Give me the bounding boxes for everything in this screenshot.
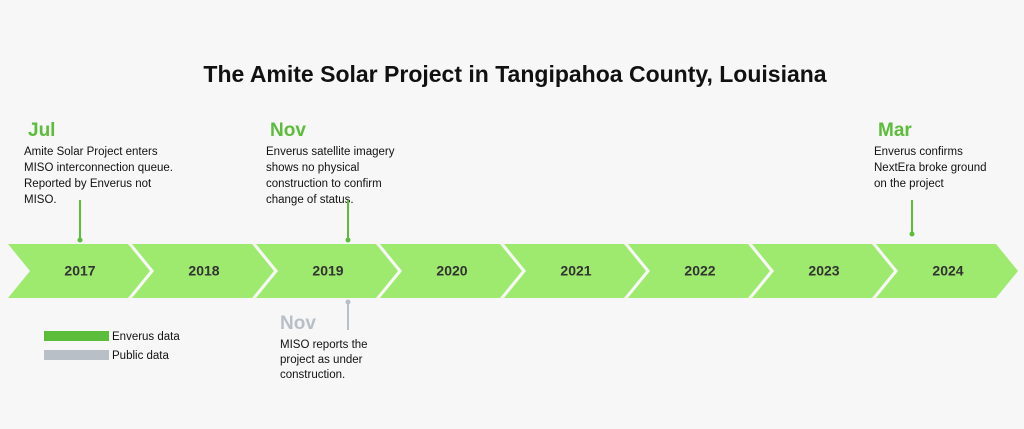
connector-dot (345, 237, 351, 243)
legend-swatch (44, 350, 109, 360)
year-label: 2017 (64, 263, 95, 279)
event-text: shows no physical (266, 162, 359, 174)
event-text: Amite Solar Project enters (24, 146, 158, 158)
chevron (380, 244, 522, 298)
event-text: NextEra broke ground (874, 162, 987, 174)
legend-label: Public data (112, 350, 170, 362)
event-month: Mar (878, 120, 912, 141)
year-label: 2021 (560, 263, 591, 279)
chevron (256, 244, 398, 298)
event-month: Jul (28, 120, 55, 141)
event-month: Nov (270, 120, 306, 141)
event-text: Reported by Enverus not (24, 178, 152, 190)
year-label: 2022 (684, 263, 715, 279)
chevron (628, 244, 770, 298)
event-text: MISO. (24, 194, 57, 206)
event-text: Enverus confirms (874, 146, 963, 158)
year-label: 2018 (188, 263, 219, 279)
event-text: on the project (874, 178, 944, 190)
event-text: project as under (280, 354, 363, 366)
event-month: Nov (280, 313, 316, 334)
event-text: Enverus satellite imagery (266, 146, 395, 158)
chevron (132, 244, 274, 298)
title: The Amite Solar Project in Tangipahoa Co… (203, 61, 826, 87)
year-label: 2019 (312, 263, 343, 279)
legend-swatch (44, 331, 109, 341)
year-label: 2023 (808, 263, 839, 279)
event-text: construction to confirm (266, 178, 382, 190)
chevron (504, 244, 646, 298)
event-text: change of status. (266, 194, 354, 206)
chevron (752, 244, 894, 298)
legend-label: Enverus data (112, 331, 180, 343)
event-text: MISO reports the (280, 339, 368, 351)
year-label: 2024 (932, 263, 963, 279)
event-text: construction. (280, 369, 345, 381)
chevron (876, 244, 1018, 298)
connector-dot (345, 299, 351, 305)
event-text: MISO interconnection queue. (24, 162, 173, 174)
connector-dot (909, 231, 915, 237)
connector-dot (77, 237, 83, 243)
chevron (8, 244, 150, 298)
year-label: 2020 (436, 263, 467, 279)
